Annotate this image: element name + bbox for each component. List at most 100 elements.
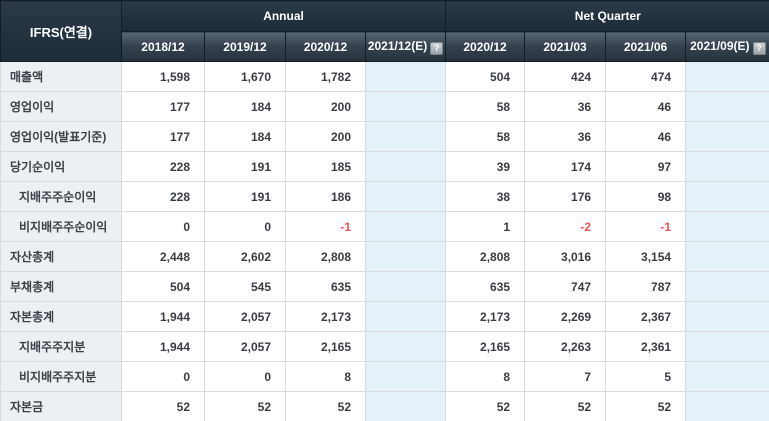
cell-value: 200: [285, 121, 366, 152]
cell-value: 787: [605, 271, 687, 302]
cell-value: 424: [524, 61, 607, 92]
table-row: 영업이익(발표기준) 177 184 200 58 36 46: [0, 121, 769, 152]
cell-value: 176: [524, 181, 607, 212]
help-icon[interactable]: ?: [430, 41, 444, 55]
column-header-estimate: 2021/12(E)?: [364, 31, 447, 62]
row-label: 부채총계: [0, 271, 122, 302]
cell-value: 2,173: [285, 301, 366, 332]
column-header-label: 2020/12: [463, 39, 507, 54]
cell-value: [685, 121, 769, 152]
cell-value: 2,263: [524, 331, 607, 362]
column-header-period: 2021/06: [605, 31, 687, 62]
table-row: 자본금 52 52 52 52 52 52: [0, 391, 769, 421]
table-row: 영업이익 177 184 200 58 36 46: [0, 91, 769, 122]
cell-value: 0: [121, 361, 205, 392]
cell-value: 1,944: [121, 331, 205, 362]
cell-value: [364, 211, 447, 242]
cell-value: 98: [605, 181, 687, 212]
cell-value: [364, 301, 447, 332]
cell-value: [364, 121, 447, 152]
cell-value: 52: [121, 391, 205, 421]
column-header-period: 2020/12: [285, 31, 366, 62]
table-row: 자본총계 1,944 2,057 2,173 2,173 2,269 2,367: [0, 301, 769, 332]
cell-value: 36: [524, 121, 607, 152]
cell-value: -2: [524, 211, 607, 242]
cell-value: 5: [605, 361, 687, 392]
row-label: 자산총계: [0, 241, 122, 272]
cell-value: 2,367: [605, 301, 687, 332]
cell-value: 184: [204, 121, 286, 152]
cell-value: 2,165: [445, 331, 526, 362]
cell-value: [364, 91, 447, 122]
table-body: 매출액 1,598 1,670 1,782 504 424 474 영업이익 177 184 200…: [0, 61, 769, 421]
cell-value: 504: [121, 271, 205, 302]
cell-value: [364, 61, 447, 92]
column-group-net-quarter: Net Quarter: [445, 0, 769, 32]
cell-value: 635: [285, 271, 366, 302]
cell-value: 0: [121, 211, 205, 242]
cell-value: 1,598: [121, 61, 205, 92]
column-header-label: 2018/12: [141, 39, 185, 54]
row-label: 자본총계: [0, 301, 122, 332]
cell-value: 58: [445, 121, 526, 152]
cell-value: 2,173: [445, 301, 526, 332]
cell-value: 228: [121, 151, 205, 182]
table-row: 지배주주순이익 228 191 186 38 176 98: [0, 181, 769, 212]
column-header-label: 2021/03: [543, 39, 587, 54]
cell-value: 2,057: [204, 301, 286, 332]
column-header-label: 2021/06: [623, 39, 668, 54]
cell-value: 185: [285, 151, 366, 182]
cell-value: 635: [445, 271, 526, 302]
cell-value: 1,782: [285, 61, 366, 92]
cell-value: 2,602: [204, 241, 286, 272]
cell-value: 545: [204, 271, 286, 302]
cell-value: 8: [445, 361, 526, 392]
cell-value: 52: [285, 391, 366, 421]
cell-value: 2,361: [605, 331, 687, 362]
cell-value: [685, 361, 769, 392]
corner-label: IFRS(연결): [0, 0, 122, 62]
cell-value: [364, 391, 447, 421]
table-row: 당기순이익 228 191 185 39 174 97: [0, 151, 769, 182]
cell-value: 191: [204, 151, 286, 182]
row-label: 자본금: [0, 391, 122, 421]
cell-value: [685, 61, 769, 92]
cell-value: 3,154: [605, 241, 687, 272]
help-icon[interactable]: ?: [752, 41, 766, 55]
cell-value: [685, 91, 769, 122]
cell-value: [364, 331, 447, 362]
cell-value: 200: [285, 91, 366, 122]
cell-value: 191: [204, 181, 286, 212]
table-row: 부채총계 504 545 635 635 747 787: [0, 271, 769, 302]
cell-value: 747: [524, 271, 607, 302]
cell-value: -1: [605, 211, 687, 242]
cell-value: 7: [524, 361, 607, 392]
cell-value: 38: [445, 181, 526, 212]
cell-value: 36: [524, 91, 607, 122]
cell-value: [364, 241, 447, 272]
header-group-row: IFRS(연결) Annual Net Quarter: [0, 0, 769, 62]
cell-value: 1: [445, 211, 526, 242]
cell-value: 58: [445, 91, 526, 122]
cell-value: [364, 271, 447, 302]
cell-value: 177: [121, 91, 205, 122]
cell-value: 1,670: [204, 61, 286, 92]
cell-value: 186: [285, 181, 366, 212]
cell-value: 52: [204, 391, 286, 421]
column-header-label: 2021/09(E): [690, 38, 750, 53]
row-label: 비지배주주순이익: [0, 211, 122, 242]
cell-value: [685, 271, 769, 302]
row-label: 영업이익(발표기준): [0, 121, 122, 152]
table-row: 비지배주주지분 0 0 8 8 7 5: [0, 361, 769, 392]
cell-value: [364, 151, 447, 182]
cell-value: 2,448: [121, 241, 205, 272]
column-header-estimate: 2021/09(E)?: [685, 31, 769, 62]
cell-value: [685, 301, 769, 332]
cell-value: [685, 331, 769, 362]
column-header-label: 2020/12: [303, 39, 348, 54]
cell-value: 3,016: [524, 241, 607, 272]
table-row: 매출액 1,598 1,670 1,782 504 424 474: [0, 61, 769, 92]
cell-value: [685, 241, 769, 272]
